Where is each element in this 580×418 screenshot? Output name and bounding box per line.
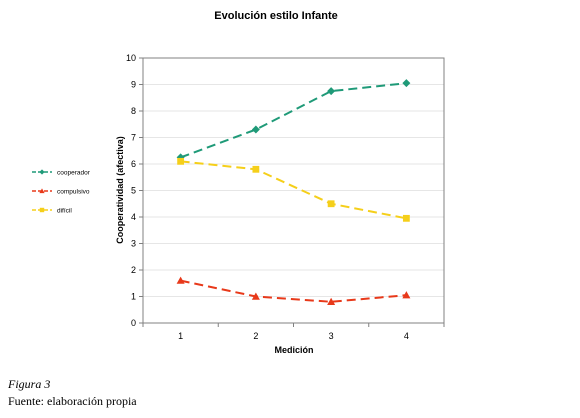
x-tick-label: 2 — [253, 331, 258, 341]
figure-caption: Figura 3 — [8, 377, 51, 391]
x-tick-label: 3 — [329, 331, 334, 341]
data-point-cooperador — [402, 79, 411, 88]
data-point-cooperador — [251, 125, 260, 134]
legend: cooperador compulsivo difícil — [32, 169, 91, 215]
series-line-compulsivo — [180, 279, 407, 303]
data-point-difícil — [252, 165, 260, 173]
y-tick-label: 8 — [131, 106, 136, 116]
data-point-difícil — [402, 214, 410, 222]
x-tick-label: 1 — [178, 331, 183, 341]
y-tick-label: 6 — [131, 159, 136, 169]
legend-label: compulsivo — [57, 189, 90, 196]
legend-label: difícil — [57, 208, 72, 215]
series-line-difícil — [180, 160, 407, 220]
source-caption: Fuente: elaboración propia — [8, 394, 137, 408]
legend-marker — [39, 169, 45, 175]
data-point-compulsivo — [176, 276, 185, 284]
legend-label: cooperador — [57, 170, 91, 177]
series-line-cooperador — [180, 82, 407, 159]
x-axis-label: Medición — [274, 345, 313, 355]
data-point-difícil — [327, 200, 335, 208]
y-tick-label: 1 — [131, 292, 136, 302]
y-tick-label: 3 — [131, 239, 136, 249]
y-tick-label: 9 — [131, 80, 136, 90]
y-tick-label: 4 — [131, 212, 136, 222]
y-tick-label: 10 — [126, 53, 136, 63]
x-tick-label: 4 — [404, 331, 409, 341]
series-layer — [176, 79, 411, 305]
y-tick-label: 0 — [131, 318, 136, 328]
chart-title: Evolución estilo Infante — [214, 10, 337, 22]
data-point-difícil — [177, 157, 185, 165]
axes: 0 1 2 3 4 5 6 7 8 9 10 1 2 3 4 — [126, 53, 445, 341]
gridlines — [143, 84, 444, 297]
legend-marker — [39, 188, 45, 194]
y-tick-label: 2 — [131, 265, 136, 275]
data-point-cooperador — [327, 87, 336, 96]
y-tick-label: 7 — [131, 133, 136, 143]
y-axis-label: Cooperatividad (afectiva) — [115, 136, 125, 244]
data-point-compulsivo — [402, 291, 411, 299]
legend-marker — [39, 207, 45, 213]
data-point-compulsivo — [251, 292, 260, 300]
y-tick-label: 5 — [131, 186, 136, 196]
data-point-compulsivo — [327, 297, 336, 305]
